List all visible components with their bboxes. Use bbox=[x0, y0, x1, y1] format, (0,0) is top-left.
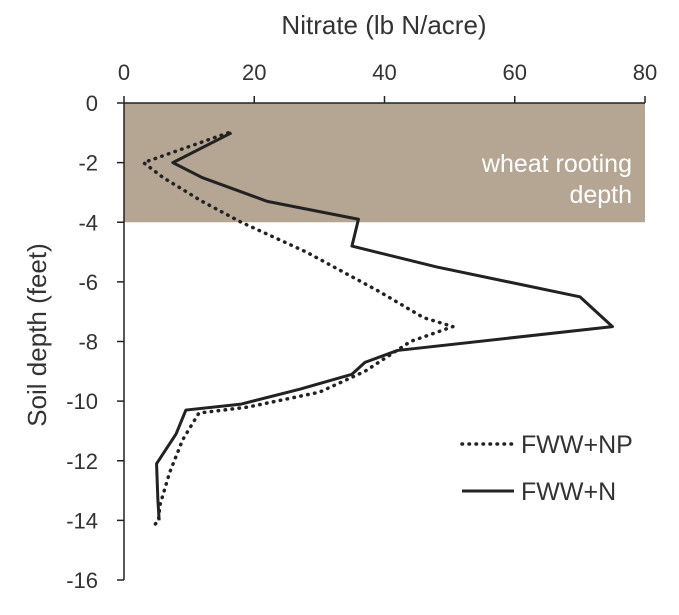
legend: FWW+NP FWW+N bbox=[460, 431, 633, 506]
y-tick-label: -2 bbox=[78, 151, 98, 176]
x-tick-label: 0 bbox=[118, 60, 130, 85]
x-axis-title: Nitrate (lb N/acre) bbox=[281, 10, 486, 40]
legend-label-fww-np: FWW+NP bbox=[521, 431, 633, 459]
band-label-line1: wheat rooting bbox=[481, 150, 632, 178]
x-tick-label: 20 bbox=[242, 60, 266, 85]
x-tick-label: 60 bbox=[503, 60, 527, 85]
y-tick-label: 0 bbox=[86, 91, 98, 116]
legend-label-fww-n: FWW+N bbox=[521, 478, 616, 506]
band-label-line2: depth bbox=[569, 181, 632, 209]
y-tick-label: -10 bbox=[66, 389, 98, 414]
y-tick-label: -14 bbox=[66, 508, 98, 533]
series-layer bbox=[141, 131, 614, 529]
x-tick-label: 40 bbox=[372, 60, 396, 85]
y-tick-label: -4 bbox=[78, 210, 98, 235]
x-tick-label: 80 bbox=[633, 60, 657, 85]
y-tick-label: -12 bbox=[66, 449, 98, 474]
y-tick-label: -16 bbox=[66, 568, 98, 593]
axes: 0 20 40 60 80 0 -2 -4 -6 -8 -10 -12 -14 -16 bbox=[66, 60, 657, 593]
y-tick-label: -6 bbox=[78, 270, 98, 295]
y-tick-label: -8 bbox=[78, 330, 98, 355]
rooting-depth-band bbox=[124, 103, 645, 223]
y-axis-title: Soil depth (feet) bbox=[22, 243, 52, 427]
